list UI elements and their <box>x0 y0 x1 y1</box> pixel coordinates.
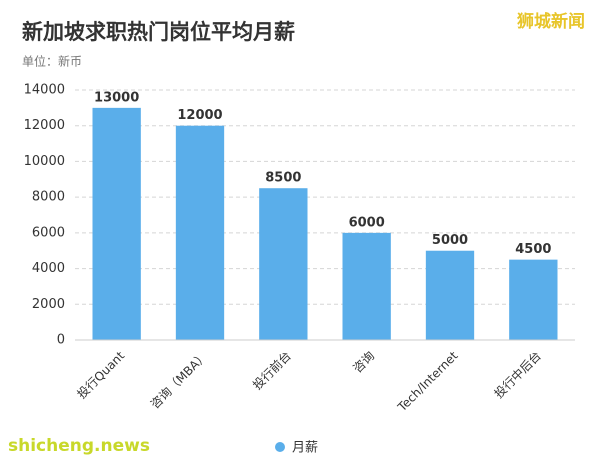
y-tick-label: 6000 <box>32 225 65 240</box>
y-tick-label: 2000 <box>32 297 65 312</box>
y-tick-label: 12000 <box>24 118 65 133</box>
logo-text: 狮城新闻 <box>516 11 585 32</box>
bar <box>92 107 141 340</box>
y-tick-label: 8000 <box>32 190 65 205</box>
bar <box>342 232 391 340</box>
x-tick-label: 投行前台 <box>249 348 294 393</box>
site-url: shicheng.news <box>8 436 150 456</box>
y-tick-label: 10000 <box>24 154 65 169</box>
y-tick-label: 0 <box>57 333 65 348</box>
x-tick-label: 投行Quant <box>74 348 128 402</box>
bar <box>425 250 475 340</box>
value-label: 6000 <box>349 215 385 230</box>
legend-label: 月薪 <box>292 441 318 456</box>
value-label: 5000 <box>432 233 468 248</box>
value-label: 13000 <box>94 90 139 105</box>
value-label: 12000 <box>177 108 222 123</box>
y-tick-label: 4000 <box>32 261 65 276</box>
bar <box>509 259 558 340</box>
chart-subtitle: 单位：新币 <box>22 54 82 69</box>
chart-title: 新加坡求职热门岗位平均月薪 <box>22 20 295 44</box>
bar <box>175 125 225 340</box>
x-tick-label: 咨询 <box>350 348 378 376</box>
x-tick-label: 咨询（MBA） <box>147 348 210 411</box>
y-tick-label: 14000 <box>24 83 65 98</box>
legend-marker <box>275 442 285 452</box>
value-label: 4500 <box>515 242 551 257</box>
value-label: 8500 <box>265 171 301 186</box>
bar <box>259 188 308 340</box>
x-tick-label: 投行中后台 <box>491 348 544 401</box>
x-tick-label: Tech/Internet <box>394 348 460 414</box>
